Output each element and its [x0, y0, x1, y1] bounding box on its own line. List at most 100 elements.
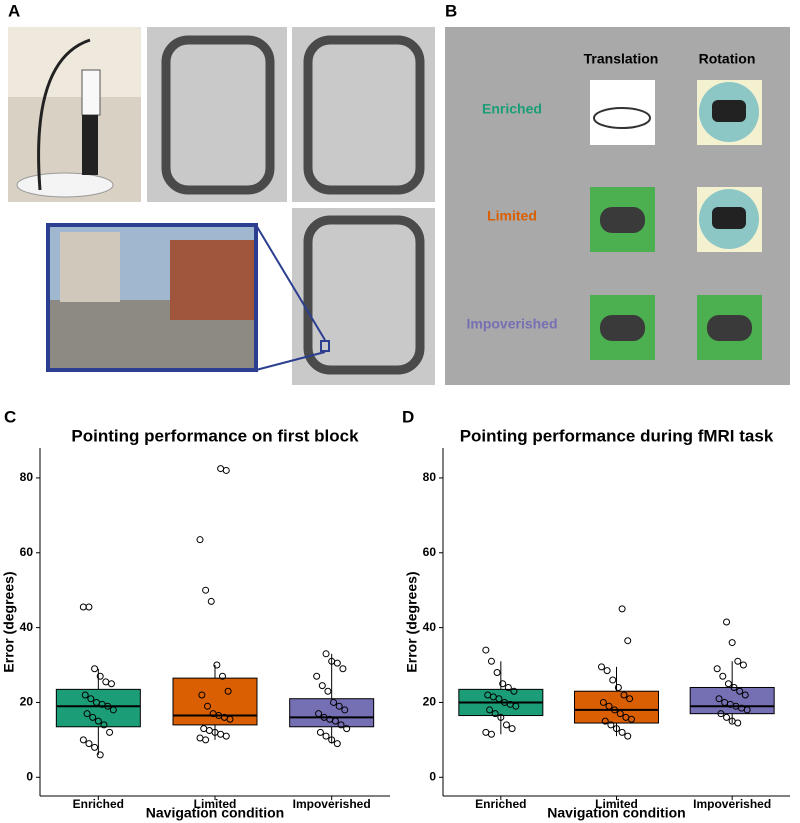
box	[55, 688, 141, 728]
data-point	[734, 719, 742, 727]
person	[81, 69, 101, 116]
data-point	[102, 678, 110, 686]
data-point	[624, 732, 632, 740]
column-header: Translation	[584, 51, 659, 67]
data-point	[497, 713, 505, 721]
data-point	[100, 721, 108, 729]
data-point	[624, 637, 632, 645]
data-point	[487, 730, 495, 738]
chart-title: Pointing performance during fMRI task	[460, 426, 774, 445]
y-tick-label: 20	[423, 695, 437, 709]
x-tick-label: Enriched	[73, 797, 124, 811]
data-point	[202, 736, 210, 744]
data-point	[322, 732, 330, 740]
data-point	[493, 669, 501, 677]
data-point	[486, 706, 494, 714]
data-point	[482, 646, 490, 654]
data-point	[85, 740, 93, 748]
data-point	[626, 695, 634, 703]
data-point	[107, 680, 115, 688]
zoom-box	[320, 340, 330, 352]
data-point	[318, 682, 326, 690]
data-point	[222, 466, 230, 474]
data-point	[620, 691, 628, 699]
data-point	[96, 751, 104, 759]
data-point	[219, 672, 226, 680]
data-point	[618, 605, 626, 613]
data-point	[724, 680, 732, 688]
row-label: Limited	[487, 208, 537, 224]
panel-label: D	[402, 407, 414, 426]
data-point	[717, 710, 725, 718]
data-point	[200, 725, 208, 733]
data-point	[315, 710, 323, 718]
x-axis-label: Navigation condition	[547, 805, 685, 821]
data-point	[730, 683, 738, 691]
data-point	[79, 736, 87, 744]
panel-b: Translation Rotation	[445, 27, 790, 385]
box	[289, 698, 375, 728]
data-point	[333, 740, 341, 748]
data-point	[224, 687, 232, 695]
y-tick-label: 40	[20, 620, 34, 634]
data-point	[504, 683, 512, 691]
data-point	[226, 715, 234, 723]
y-tick-label: 40	[423, 620, 437, 634]
panel-label: B	[445, 1, 457, 20]
data-point	[512, 702, 520, 710]
data-point	[104, 702, 112, 710]
data-point	[616, 710, 624, 718]
data-point	[628, 715, 635, 723]
data-point	[331, 717, 339, 725]
data-point	[736, 687, 744, 695]
cable-arm	[37, 38, 91, 191]
data-point	[85, 603, 93, 611]
data-point	[723, 713, 731, 721]
data-point	[204, 702, 211, 710]
data-point	[734, 657, 742, 665]
data-point	[607, 721, 615, 729]
data-point	[333, 659, 341, 667]
data-point	[728, 639, 736, 647]
data-point	[510, 687, 518, 695]
icon-treadmill-ring	[593, 107, 651, 129]
panel-a-images	[8, 27, 435, 385]
data-point	[618, 728, 626, 736]
data-point	[482, 728, 490, 736]
platform	[16, 172, 114, 198]
data-point	[337, 721, 345, 729]
data-point	[79, 603, 87, 611]
y-axis-label: Error (degrees)	[1, 571, 17, 672]
data-point	[601, 717, 609, 725]
map-track	[303, 215, 425, 375]
y-tick-label: 60	[20, 545, 34, 559]
row-label: Enriched	[482, 101, 542, 117]
y-tick-label: 80	[20, 470, 34, 484]
data-point	[613, 725, 620, 733]
x-tick-label: Limited	[595, 797, 638, 811]
data-point	[614, 683, 622, 691]
y-tick-label: 0	[26, 769, 33, 783]
box	[689, 686, 775, 715]
data-point	[322, 650, 330, 658]
data-point	[611, 706, 619, 714]
data-point	[83, 710, 91, 718]
data-point	[491, 710, 499, 718]
data-point	[316, 728, 324, 736]
data-point	[89, 713, 97, 721]
x-tick-label: Limited	[194, 797, 237, 811]
data-point	[198, 691, 206, 699]
data-point	[713, 665, 721, 673]
column-header: Rotation	[699, 51, 756, 67]
data-point	[603, 667, 611, 675]
box	[172, 677, 258, 726]
data-point	[205, 727, 213, 735]
data-point	[196, 734, 204, 742]
data-point	[499, 680, 507, 688]
data-point	[91, 743, 99, 751]
data-point	[609, 676, 617, 684]
icon-gamepad-body	[600, 207, 645, 233]
zoom-line	[255, 224, 326, 341]
map-track	[161, 35, 275, 195]
